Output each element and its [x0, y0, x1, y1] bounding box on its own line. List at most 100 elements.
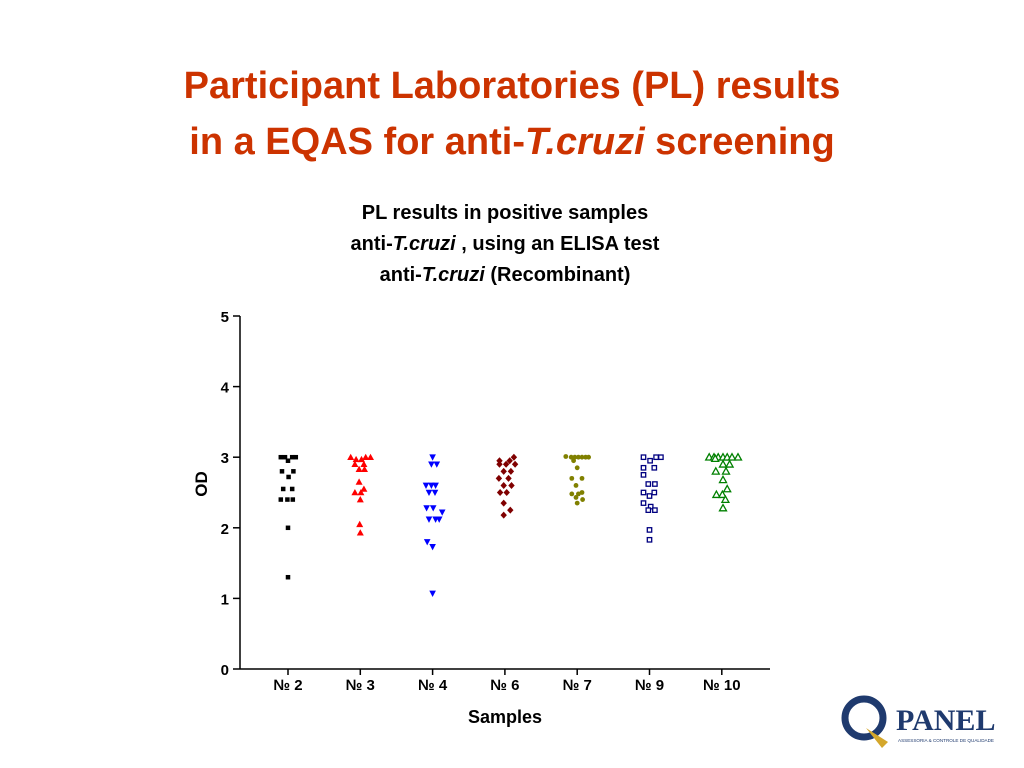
- data-point: [431, 489, 439, 496]
- chart-title-line3-suffix: (Recombinant): [484, 264, 631, 286]
- data-point: [576, 491, 581, 497]
- data-point: [724, 459, 735, 468]
- data-point: [285, 574, 291, 580]
- data-point: [640, 471, 647, 478]
- data-point: [289, 486, 295, 492]
- data-point: [291, 469, 296, 474]
- data-point: [347, 453, 355, 460]
- data-point: [290, 497, 296, 502]
- data-point: [652, 507, 658, 514]
- data-point: [367, 453, 374, 460]
- data-point: [506, 457, 513, 465]
- data-point: [351, 460, 359, 468]
- data-point: [574, 500, 580, 506]
- chart-title: PL results in positive samples anti-T.cr…: [0, 198, 1010, 291]
- data-point: [718, 474, 728, 484]
- logo-q-icon: [841, 695, 888, 748]
- data-point: [510, 453, 518, 461]
- series-points: [640, 454, 664, 543]
- data-point: [507, 467, 515, 475]
- chart-title-line2-prefix: anti-: [350, 233, 393, 255]
- x-tick-label: № 10: [703, 677, 741, 694]
- data-point: [293, 454, 299, 460]
- data-point: [511, 460, 519, 468]
- data-point: [574, 465, 580, 471]
- data-point: [423, 539, 431, 546]
- x-tick-label: № 4: [418, 677, 448, 694]
- slide-title: Participant Laboratories (PL) results in…: [0, 58, 1024, 170]
- data-point: [718, 503, 728, 512]
- data-point: [496, 460, 503, 468]
- data-point: [285, 497, 290, 502]
- series-points: [278, 454, 299, 580]
- data-point: [710, 453, 720, 463]
- data-point: [422, 482, 430, 489]
- series-points: [495, 453, 519, 519]
- x-tick-label: № 3: [346, 677, 375, 694]
- data-point: [289, 454, 295, 460]
- y-tick-label: 0: [221, 662, 229, 679]
- chart-title-line2-italic: T.cruzi: [392, 233, 456, 255]
- data-point: [357, 489, 365, 496]
- data-point: [428, 482, 435, 489]
- data-point: [435, 516, 443, 523]
- y-tick-label: 2: [221, 521, 229, 538]
- data-point: [569, 491, 575, 497]
- x-tick-label: № 2: [273, 677, 302, 694]
- data-point: [579, 475, 585, 481]
- data-point: [282, 454, 288, 460]
- data-point: [495, 474, 503, 482]
- series-points: [422, 454, 446, 597]
- data-point: [285, 525, 291, 531]
- data-point: [722, 484, 732, 493]
- data-point: [727, 452, 737, 461]
- data-point: [646, 493, 653, 499]
- data-point: [496, 457, 503, 465]
- data-point: [278, 497, 284, 502]
- data-point: [500, 499, 507, 507]
- data-point: [356, 520, 364, 528]
- data-point: [438, 509, 446, 516]
- data-points: [278, 452, 743, 597]
- y-tick-label: 5: [221, 309, 229, 326]
- x-tick-label: № 9: [635, 677, 664, 694]
- x-axis-label: Samples: [468, 707, 542, 727]
- chart-title-line2-suffix: , using an ELISA test: [455, 233, 660, 255]
- data-point: [280, 486, 286, 492]
- logo-tagline: ASSESSORIA & CONTROLE DE QUALIDADE: [898, 738, 994, 743]
- data-point: [571, 458, 576, 464]
- series-points: [347, 453, 374, 536]
- data-point: [711, 489, 722, 499]
- data-point: [640, 500, 647, 506]
- data-point: [355, 465, 363, 473]
- data-point: [351, 489, 359, 496]
- data-point: [505, 474, 512, 482]
- data-point: [576, 454, 581, 460]
- logo-brand-text: PANEL: [896, 704, 995, 737]
- series-points: [704, 452, 743, 512]
- data-point: [278, 454, 284, 460]
- data-point: [358, 455, 365, 463]
- data-point: [658, 454, 664, 461]
- data-point: [647, 457, 653, 464]
- data-point: [500, 481, 507, 489]
- data-point: [362, 453, 370, 460]
- data-point: [573, 483, 579, 488]
- data-point: [279, 469, 285, 474]
- data-point: [361, 465, 368, 473]
- series-points: [563, 454, 591, 506]
- data-point: [352, 455, 360, 463]
- data-point: [573, 495, 579, 500]
- data-point: [429, 590, 436, 597]
- y-ticks: 0 1 2 3 4 5: [221, 309, 240, 679]
- data-point: [646, 527, 653, 533]
- y-tick-label: 3: [221, 450, 229, 467]
- data-point: [653, 454, 659, 461]
- data-point: [569, 475, 575, 481]
- chart-title-line1: PL results in positive samples: [361, 202, 649, 224]
- data-point: [580, 497, 585, 502]
- data-point: [496, 489, 504, 496]
- data-point: [721, 466, 731, 475]
- data-point: [579, 454, 585, 460]
